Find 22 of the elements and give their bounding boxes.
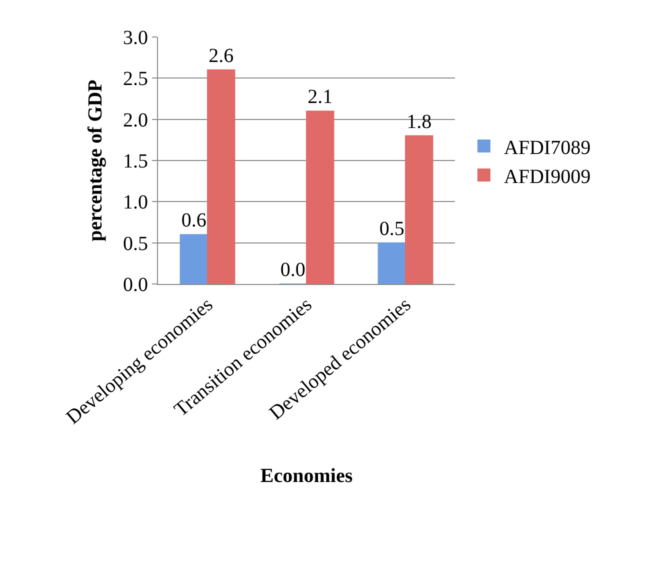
data-label: 2.6 — [208, 44, 234, 67]
bar — [306, 110, 334, 284]
bar — [378, 242, 406, 284]
data-label: 0.6 — [181, 210, 206, 232]
legend-label: AFDI7089 — [504, 136, 591, 159]
y-tick-label: 0.0 — [123, 274, 148, 296]
data-label: 0.5 — [379, 218, 404, 240]
y-tick-label: 0.5 — [123, 232, 148, 255]
y-tick-label: 2.0 — [123, 109, 148, 132]
legend-label: AFDI9009 — [504, 166, 591, 188]
y-tick-label: 1.5 — [123, 150, 148, 172]
x-axis-title: Economies — [260, 465, 353, 488]
y-tick-label: 3.0 — [123, 27, 148, 49]
bar — [207, 69, 236, 284]
y-tick-label: 1.0 — [123, 192, 148, 214]
y-axis-title: percentage of GDP — [84, 80, 106, 242]
bar — [405, 135, 434, 284]
data-label: 0.0 — [280, 259, 306, 281]
y-tick-label: 2.5 — [123, 68, 148, 90]
bar — [180, 234, 208, 284]
data-label: 1.8 — [406, 110, 432, 133]
data-label: 2.1 — [308, 86, 333, 108]
